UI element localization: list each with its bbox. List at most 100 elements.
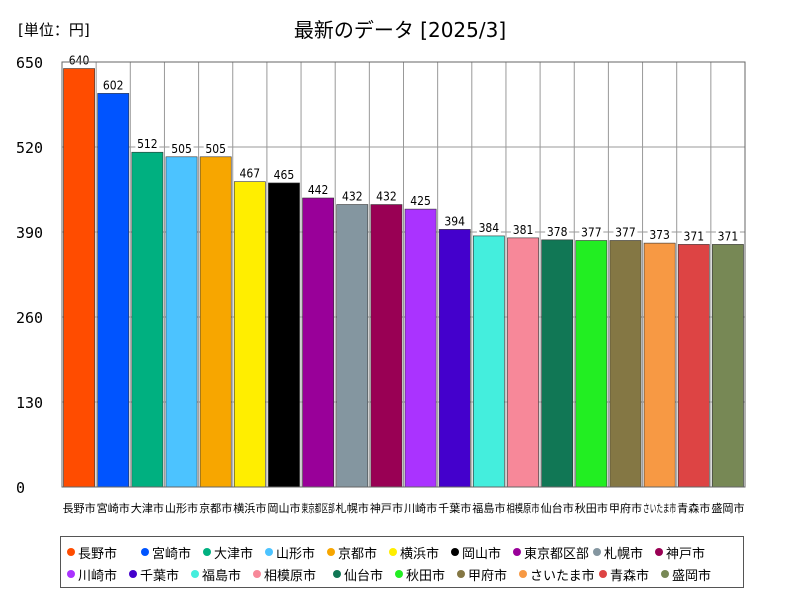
data-label: 432 <box>342 190 363 204</box>
x-tick-label: 宮崎市 <box>97 501 130 515</box>
data-label-background <box>271 166 296 181</box>
data-label-background <box>67 52 92 67</box>
data-label-background <box>715 228 740 243</box>
x-tick-label: 青森市 <box>677 501 710 515</box>
data-label-background <box>169 140 194 155</box>
legend-swatch <box>333 570 341 578</box>
unit-label: [単位：円] <box>18 21 90 39</box>
data-label-background <box>613 224 638 239</box>
legend-entry: 福島市 <box>191 565 253 584</box>
bar <box>97 93 130 488</box>
data-label: 378 <box>547 225 568 239</box>
legend-swatch <box>395 570 403 578</box>
legend-entry: 横浜市 <box>389 543 451 562</box>
data-label-background <box>511 221 536 236</box>
legend-entry: 川崎市 <box>67 565 129 584</box>
data-label-background <box>476 219 501 234</box>
x-tick-label: 盛岡市 <box>711 501 744 515</box>
data-label: 377 <box>615 226 636 240</box>
bar <box>609 240 642 488</box>
x-tick-label: 山形市 <box>165 501 198 515</box>
data-label: 512 <box>137 137 158 151</box>
legend-swatch <box>191 570 199 578</box>
x-tick-label: 東京都区部 <box>302 501 335 515</box>
legend-entry: 盛岡市 <box>661 565 723 584</box>
data-label-background <box>340 188 365 203</box>
bar <box>268 182 300 488</box>
legend-entry: 山形市 <box>265 543 327 562</box>
data-label: 505 <box>205 142 226 156</box>
bar <box>165 156 198 488</box>
x-tick-label: 横浜市 <box>233 501 266 515</box>
x-tick-label: 川崎市 <box>404 501 437 515</box>
legend-label: 京都市 <box>338 546 378 562</box>
legend-label: 長野市 <box>78 546 118 562</box>
x-tick-label: 岡山市 <box>267 501 300 515</box>
x-tick-label: 京都市 <box>199 501 232 515</box>
data-label-background <box>306 182 331 196</box>
legend-swatch <box>203 548 211 556</box>
legend-entry: 千葉市 <box>129 565 191 584</box>
legend-label: 千葉市 <box>140 568 180 584</box>
data-label: 467 <box>240 167 261 181</box>
data-label-background <box>135 136 160 151</box>
bar <box>438 229 471 488</box>
legend-label: 福島市 <box>202 568 242 584</box>
data-label-background <box>545 223 570 238</box>
legend-entry: 大津市 <box>203 543 265 562</box>
data-label: 384 <box>479 221 500 235</box>
y-tick-label: 0 <box>16 479 25 497</box>
x-tick-label: 福島市 <box>472 501 505 515</box>
bar <box>302 197 334 488</box>
legend-label: 山形市 <box>276 546 316 562</box>
x-tick-label: 神戸市 <box>370 501 403 515</box>
data-label: 432 <box>376 190 397 204</box>
data-label: 394 <box>444 214 465 228</box>
legend-label: 仙台市 <box>344 568 384 584</box>
legend-swatch <box>327 548 335 556</box>
legend-swatch <box>599 570 607 578</box>
bar <box>677 244 710 488</box>
legend-entry: 甲府市 <box>457 565 519 584</box>
x-tick-label: 長野市 <box>63 501 96 515</box>
y-tick-label: 650 <box>16 54 43 72</box>
legend-swatch <box>67 570 75 578</box>
bar <box>541 239 574 488</box>
legend-swatch <box>513 548 521 556</box>
legend: 長野市 宮崎市 大津市 山形市 京都市 横浜市 岡山市 東京都区部 札幌市 神戸市 川崎市 千葉市 福… <box>60 536 744 588</box>
legend-swatch <box>593 548 601 556</box>
bar <box>575 240 608 488</box>
data-label-background <box>681 228 706 243</box>
data-label: 377 <box>581 226 602 240</box>
bar <box>199 156 232 488</box>
data-label: 425 <box>410 194 431 208</box>
legend-swatch <box>519 570 527 578</box>
legend-label: 甲府市 <box>468 568 508 584</box>
legend-swatch <box>389 548 397 556</box>
chart-title: 最新のデータ [2025/3] <box>293 18 507 42</box>
x-tick-label: 秋田市 <box>575 501 608 515</box>
legend-label: 川崎市 <box>78 568 118 584</box>
y-tick-label: 520 <box>16 139 43 157</box>
y-axis-ticks: 0 130 260 390 520 650 <box>16 54 43 497</box>
legend-entry: 長野市 <box>67 543 141 562</box>
legend-label: 横浜市 <box>400 546 440 562</box>
data-label: 505 <box>171 142 192 156</box>
legend-swatch <box>141 548 149 556</box>
legend-label: 岡山市 <box>462 546 502 562</box>
x-tick-label: 相模原市 <box>506 501 539 515</box>
bar <box>507 237 539 488</box>
bar <box>131 151 164 488</box>
plot-frame <box>61 61 746 488</box>
legend-swatch <box>265 548 273 556</box>
legend-entry: 秋田市 <box>395 565 457 584</box>
legend-label: 盛岡市 <box>672 568 712 584</box>
data-label: 373 <box>649 228 670 242</box>
y-tick-label: 260 <box>16 309 43 327</box>
y-tick-label: 130 <box>16 394 43 412</box>
legend-label: さいたま市 <box>530 568 595 584</box>
x-tick-label: 大津市 <box>131 501 164 515</box>
legend-swatch <box>655 548 663 556</box>
